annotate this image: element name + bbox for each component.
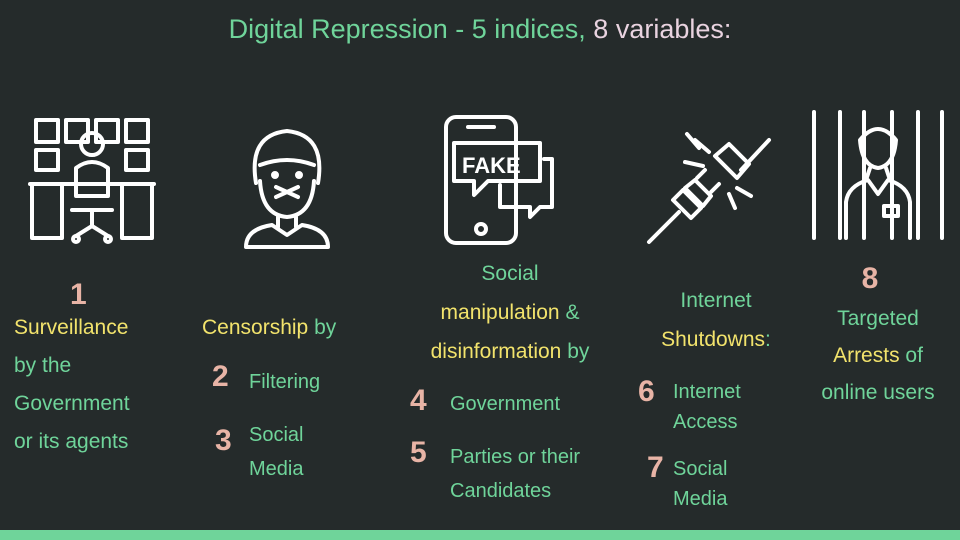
label-disinformation: disinformation: [430, 340, 562, 363]
label-arrests: Arrests: [833, 344, 900, 367]
prison-bars-icon: [812, 110, 944, 240]
label-of: of: [905, 344, 923, 367]
unplugged-icon: [647, 132, 771, 244]
label-government: Government: [14, 392, 130, 415]
number-4: 4: [410, 384, 427, 417]
label-access: Access: [673, 411, 738, 433]
label-disinformation-by: by: [567, 340, 590, 363]
number-3: 3: [215, 424, 232, 457]
number-2: 2: [212, 360, 229, 393]
label-government-actor: Government: [450, 393, 561, 415]
label-media-2: Media: [673, 488, 728, 510]
label-media: Media: [249, 458, 304, 480]
number-6: 6: [638, 375, 655, 408]
number-5: 5: [410, 436, 427, 469]
label-ampersand: &: [565, 301, 580, 324]
label-manipulation: manipulation: [440, 301, 560, 324]
title-count: 8 variables:: [593, 14, 732, 44]
label-parties: Parties or their: [450, 446, 581, 468]
number-8: 8: [861, 262, 879, 295]
label-online-users: online users: [821, 381, 935, 404]
title-main: Digital Repression - 5 indices,: [228, 14, 586, 44]
label-social-2: Social: [673, 458, 728, 480]
label-filtering: Filtering: [249, 371, 321, 393]
surveillance-icon: [28, 118, 156, 244]
label-candidates: Candidates: [450, 480, 552, 502]
label-social-heading: Social: [481, 262, 539, 285]
label-censorship: Censorship: [202, 316, 309, 339]
label-by-the: by the: [14, 354, 72, 377]
label-targeted: Targeted: [837, 307, 919, 330]
label-internet: Internet: [673, 381, 741, 403]
label-surveillance: Surveillance: [14, 316, 129, 339]
number-1: 1: [70, 278, 87, 311]
page-title: Digital Repression - 5 indices, 8 variab…: [0, 14, 960, 45]
censorship-icon: [244, 129, 330, 249]
number-7: 7: [647, 451, 664, 484]
fake-news-icon: FAKE: [444, 115, 554, 245]
label-social: Social: [249, 424, 304, 446]
label-shutdowns: Shutdowns: [661, 328, 766, 351]
footer-bar: [0, 530, 960, 540]
fake-label: FAKE: [462, 153, 521, 178]
label-colon: :: [765, 328, 771, 351]
label-internet-heading: Internet: [680, 289, 752, 312]
label-or-its-agents: or its agents: [14, 430, 129, 453]
label-censorship-by: by: [314, 316, 337, 339]
